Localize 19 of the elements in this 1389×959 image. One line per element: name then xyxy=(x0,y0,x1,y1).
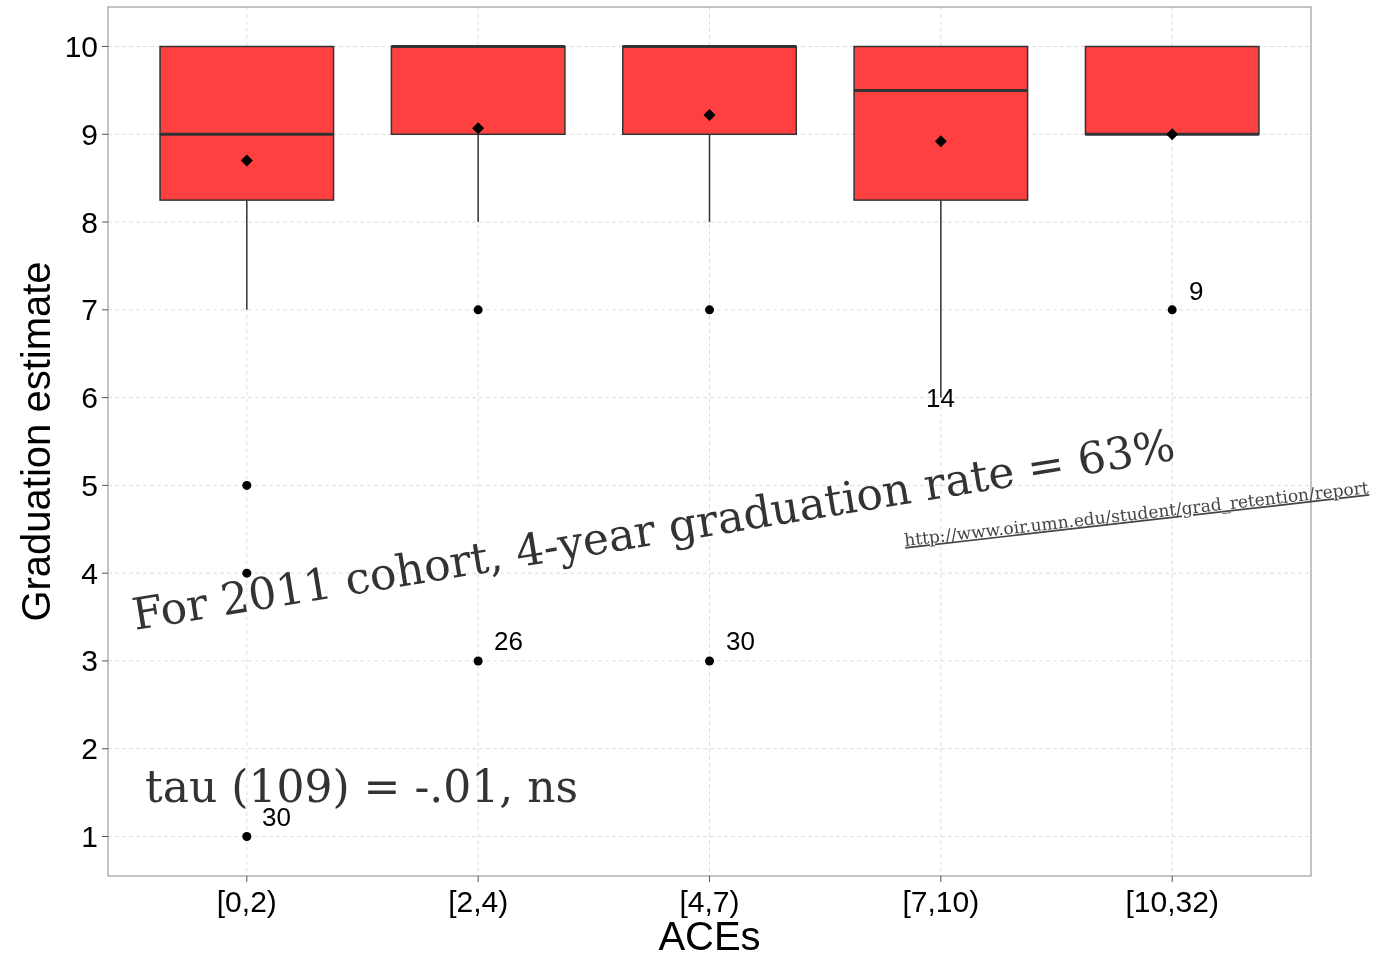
y-tick-label: 8 xyxy=(81,205,98,239)
y-tick-label: 1 xyxy=(81,820,98,853)
annotation: 30 xyxy=(726,626,755,656)
y-tick-label: 3 xyxy=(81,644,98,678)
y-tick-label: 9 xyxy=(81,117,98,151)
y-tick-label: 7 xyxy=(81,293,98,327)
y-axis-title: Graduation estimate xyxy=(14,261,58,622)
y-tick-label: 10 xyxy=(64,30,98,63)
x-tick-label: [10,32) xyxy=(1125,885,1219,918)
y-tick-label: 4 xyxy=(81,556,98,590)
annotation: 9 xyxy=(1189,276,1204,306)
x-tick-label: [2,4) xyxy=(448,885,509,918)
x-tick-label: [0,2) xyxy=(216,885,277,918)
x-tick-label: [7,10) xyxy=(902,885,980,918)
y-tick-label: 5 xyxy=(81,468,98,502)
y-tick-label: 6 xyxy=(81,381,98,415)
annotation: 26 xyxy=(494,626,523,656)
y-tick-label: 2 xyxy=(81,732,98,766)
annotation: 14 xyxy=(926,383,955,413)
